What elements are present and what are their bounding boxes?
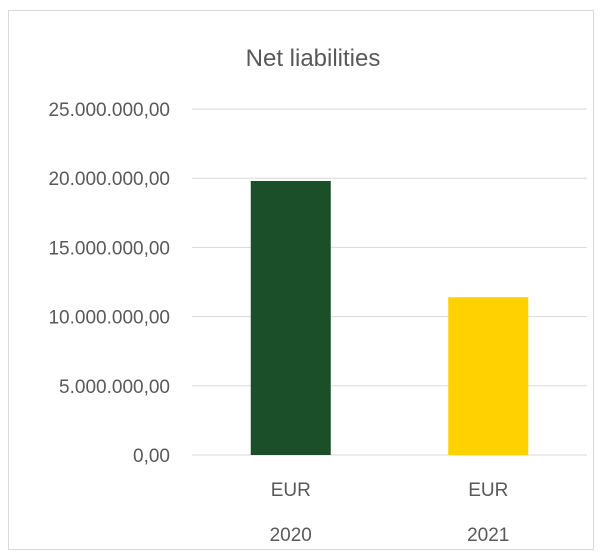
x-tick-label-currency: EUR [271,480,311,501]
x-tick-label-currency: EUR [468,480,508,501]
x-tick-label-year: 2021 [467,525,509,546]
x-axis-labels: EUR 2020 EUR 2021 [270,480,510,546]
x-tick-label-year: 2020 [270,525,312,546]
bars [250,180,529,455]
chart-title: Net liabilities [246,45,381,72]
bar-2021 [448,297,529,455]
y-tick-label: 0,00 [133,446,170,467]
y-axis-tick-labels: 0,00 5.000.000,00 10.000.000,00 15.000.000,… [48,100,170,467]
bar-2020 [250,180,331,455]
y-tick-label: 5.000.000,00 [59,377,170,398]
y-tick-label: 20.000.000,00 [48,169,170,190]
y-tick-label: 10.000.000,00 [48,308,170,329]
y-tick-label: 25.000.000,00 [48,100,170,121]
y-tick-label: 15.000.000,00 [48,238,170,259]
